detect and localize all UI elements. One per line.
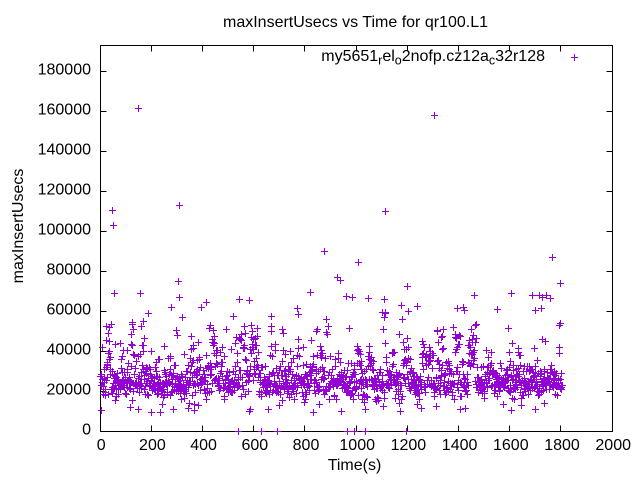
svg-text:40000: 40000	[47, 342, 92, 359]
svg-text:400: 400	[190, 437, 217, 454]
svg-text:0: 0	[97, 437, 106, 454]
svg-text:60000: 60000	[47, 302, 92, 319]
svg-text:Time(s): Time(s)	[328, 457, 382, 474]
svg-text:1600: 1600	[493, 437, 529, 454]
svg-text:1800: 1800	[544, 437, 580, 454]
svg-text:100000: 100000	[38, 222, 91, 239]
svg-text:800: 800	[293, 437, 320, 454]
svg-text:my5651relo2nofp.cz12ac32r128: my5651relo2nofp.cz12ac32r128	[321, 48, 545, 68]
svg-text:maxInsertUsecs vs Time for qr1: maxInsertUsecs vs Time for qr100.L1	[223, 14, 488, 31]
svg-text:180000: 180000	[38, 62, 91, 79]
svg-text:20000: 20000	[47, 382, 92, 399]
svg-text:140000: 140000	[38, 142, 91, 159]
svg-text:200: 200	[139, 437, 166, 454]
svg-text:1400: 1400	[442, 437, 478, 454]
svg-text:2000: 2000	[595, 437, 631, 454]
svg-text:0: 0	[82, 422, 91, 439]
svg-text:1200: 1200	[391, 437, 427, 454]
svg-text:80000: 80000	[47, 262, 92, 279]
svg-text:600: 600	[241, 437, 268, 454]
svg-text:maxInsertUsecs: maxInsertUsecs	[10, 169, 27, 284]
svg-text:160000: 160000	[38, 102, 91, 119]
svg-text:120000: 120000	[38, 182, 91, 199]
svg-text:1000: 1000	[339, 437, 375, 454]
